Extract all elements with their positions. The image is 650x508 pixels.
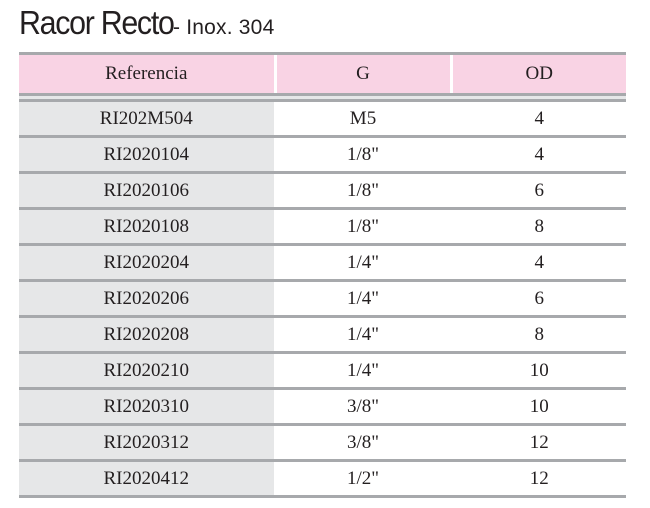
cell-od: 4	[449, 244, 626, 282]
table-row: RI2020204 1/4" 4	[19, 244, 626, 282]
cell-referencia: RI2020312	[19, 424, 275, 462]
cell-g: 1/4"	[273, 352, 451, 390]
table-row: RI2020210 1/4" 10	[19, 352, 626, 390]
header-row: Referencia G OD	[19, 52, 626, 96]
cell-referencia: RI2020104	[19, 136, 275, 174]
cell-g: 1/4"	[273, 280, 451, 318]
header-spacer	[19, 94, 626, 102]
cell-od: 4	[449, 100, 626, 138]
cell-od: 8	[449, 208, 626, 246]
cell-g: 1/8"	[273, 208, 451, 246]
cell-referencia: RI202M504	[19, 100, 275, 138]
table-row: RI2020106 1/8" 6	[19, 172, 626, 210]
cell-od: 8	[449, 316, 626, 354]
cell-referencia: RI2020106	[19, 172, 275, 210]
cell-g: 3/8"	[273, 388, 451, 426]
cell-referencia: RI2020204	[19, 244, 275, 282]
table-row: RI2020108 1/8" 8	[19, 208, 626, 246]
cell-g: M5	[273, 100, 451, 138]
table-row: RI2020206 1/4" 6	[19, 280, 626, 318]
cell-g: 1/2"	[273, 460, 451, 498]
product-table: Referencia G OD RI202M504 M5 4 RI2020104…	[19, 52, 626, 498]
cell-referencia: RI2020208	[19, 316, 275, 354]
cell-od: 6	[449, 280, 626, 318]
cell-od: 4	[449, 136, 626, 174]
spacer-cell	[19, 94, 626, 102]
cell-referencia: RI2020412	[19, 460, 275, 498]
cell-od: 12	[449, 460, 626, 498]
column-header-od: OD	[449, 52, 626, 96]
cell-od: 10	[449, 352, 626, 390]
cell-referencia: RI2020310	[19, 388, 275, 426]
table-row: RI2020312 3/8" 12	[19, 424, 626, 462]
cell-g: 1/4"	[273, 316, 451, 354]
cell-g: 1/8"	[273, 136, 451, 174]
cell-referencia: RI2020108	[19, 208, 275, 246]
title-main: Racor Recto	[19, 4, 175, 41]
cell-referencia: RI2020210	[19, 352, 275, 390]
cell-od: 12	[449, 424, 626, 462]
cell-od: 10	[449, 388, 626, 426]
cell-g: 1/4"	[273, 244, 451, 282]
table-row: RI2020208 1/4" 8	[19, 316, 626, 354]
title-subtitle: - Inox. 304	[173, 16, 275, 39]
column-header-referencia: Referencia	[19, 52, 275, 96]
table-row: RI202M504 M5 4	[19, 100, 626, 138]
cell-referencia: RI2020206	[19, 280, 275, 318]
table-row: RI2020104 1/8" 4	[19, 136, 626, 174]
page-title: Racor Recto- Inox. 304	[19, 4, 274, 42]
column-header-g: G	[273, 52, 451, 96]
cell-od: 6	[449, 172, 626, 210]
cell-g: 1/8"	[273, 172, 451, 210]
table-row: RI2020310 3/8" 10	[19, 388, 626, 426]
table-body: RI202M504 M5 4 RI2020104 1/8" 4 RI202010…	[19, 94, 626, 498]
table-header: Referencia G OD	[19, 52, 626, 96]
cell-g: 3/8"	[273, 424, 451, 462]
table-row: RI2020412 1/2" 12	[19, 460, 626, 498]
